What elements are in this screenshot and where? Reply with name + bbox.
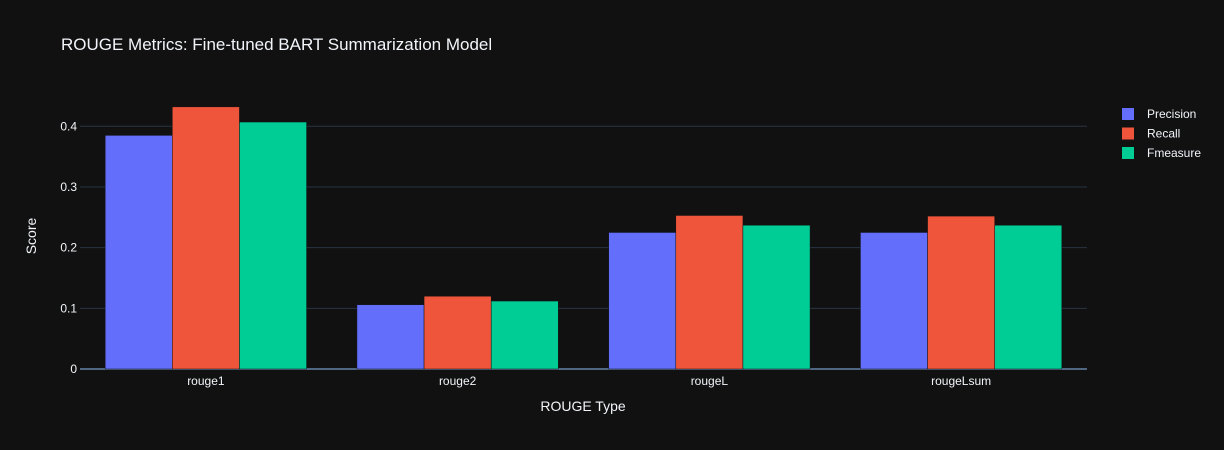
x-axis-ticks: rouge1 rouge2 rougeL rougeLsum xyxy=(187,374,991,388)
y-axis-ticks: 0 0.1 0.2 0.3 0.4 xyxy=(60,119,77,376)
legend-swatch xyxy=(1122,108,1134,120)
x-tick-label: rouge2 xyxy=(439,374,477,388)
y-tick-label: 0.2 xyxy=(60,241,77,255)
x-tick-label: rouge1 xyxy=(187,374,225,388)
legend-item-recall[interactable]: Recall xyxy=(1122,127,1180,141)
bar-recall-rouge1[interactable] xyxy=(172,106,240,370)
x-axis-title: ROUGE Type xyxy=(540,398,626,414)
legend-swatch xyxy=(1122,147,1134,159)
bar-fmeasure-rouge1[interactable] xyxy=(239,121,307,370)
y-tick-label: 0.3 xyxy=(60,180,77,194)
bar-precision-rougel[interactable] xyxy=(608,232,677,370)
bar-recall-rougelsum[interactable] xyxy=(927,215,995,370)
bar-recall-rouge2[interactable] xyxy=(423,295,492,370)
bar-fmeasure-rougelsum[interactable] xyxy=(994,224,1063,370)
legend-item-fmeasure[interactable]: Fmeasure xyxy=(1122,146,1201,160)
legend-label: Recall xyxy=(1147,127,1180,141)
chart-title: ROUGE Metrics: Fine-tuned BART Summariza… xyxy=(61,35,492,54)
bar-precision-rouge1[interactable] xyxy=(104,135,173,370)
x-tick-label: rougeL xyxy=(691,374,729,388)
legend-item-precision[interactable]: Precision xyxy=(1122,107,1196,121)
bar-recall-rougel[interactable] xyxy=(675,215,744,370)
bar-precision-rouge2[interactable] xyxy=(356,304,425,370)
bar-fmeasure-rouge2[interactable] xyxy=(490,300,559,370)
legend[interactable]: Precision Recall Fmeasure xyxy=(1122,107,1201,160)
bars xyxy=(104,106,1063,370)
y-axis-title: Score xyxy=(23,218,39,255)
legend-label: Precision xyxy=(1147,107,1196,121)
y-tick-label: 0.4 xyxy=(60,119,77,133)
legend-swatch xyxy=(1122,127,1134,140)
y-tick-label: 0 xyxy=(70,362,77,376)
x-tick-label: rougeLsum xyxy=(931,374,991,388)
bar-fmeasure-rougel[interactable] xyxy=(742,224,811,370)
bar-precision-rougelsum[interactable] xyxy=(860,232,928,370)
y-tick-label: 0.1 xyxy=(60,301,77,315)
legend-label: Fmeasure xyxy=(1147,146,1201,160)
